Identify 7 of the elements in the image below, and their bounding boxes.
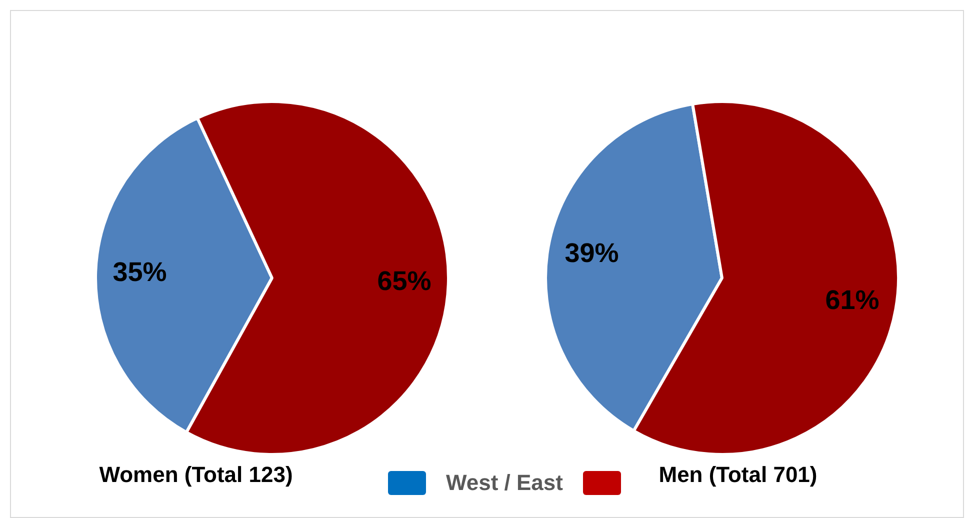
text: West / East	[446, 470, 563, 496]
data-label: 35%	[112, 256, 167, 287]
data-label: 65%	[377, 266, 432, 296]
text: Men (Total 701)	[658, 462, 818, 488]
text: Women (Total 123)	[99, 462, 293, 488]
data-label: 39%	[564, 238, 619, 268]
data-label: 61%	[825, 284, 880, 315]
